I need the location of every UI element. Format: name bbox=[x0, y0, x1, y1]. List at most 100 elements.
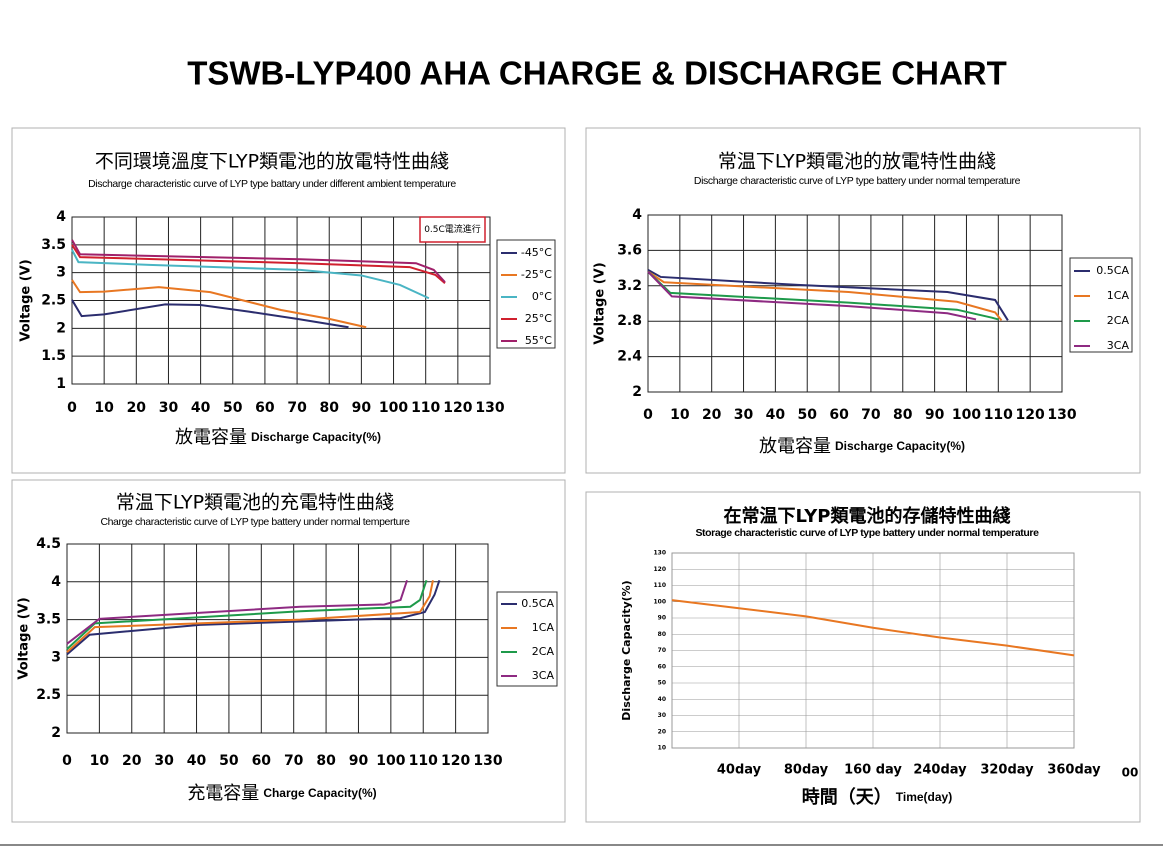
y-tick-label: 2 bbox=[56, 320, 66, 336]
x-axis-label: 放電容量 Discharge Capacity(%) bbox=[759, 436, 965, 457]
y-tick-label: 2 bbox=[51, 725, 61, 741]
x-tick-label: 10 bbox=[94, 400, 114, 416]
x-tick-label: 60 bbox=[829, 407, 849, 423]
y-axis-label: Voltage (V) bbox=[593, 262, 608, 344]
x-axis-label-en: Discharge Capacity(%) bbox=[835, 439, 965, 453]
y-tick-label: 4 bbox=[56, 209, 66, 225]
x-tick-label: 40 bbox=[187, 753, 207, 769]
x-tick-label: 120 bbox=[1016, 407, 1045, 423]
y-axis-label: Discharge Capacity(%) bbox=[620, 580, 633, 720]
x-axis-label-cn: 放電容量 bbox=[175, 427, 247, 448]
y-tick-label: 40 bbox=[658, 696, 666, 703]
y-tick-label: 4 bbox=[51, 574, 61, 590]
y-tick-label: 3.2 bbox=[617, 278, 642, 294]
y-tick-label: 4.5 bbox=[36, 536, 61, 552]
x-tick-label: 70 bbox=[284, 753, 304, 769]
y-tick-label: 3.5 bbox=[36, 612, 61, 628]
chart-title: 不同環境溫度下LYP類電池的放電特性曲綫 bbox=[95, 151, 449, 173]
x-tick-label: 20 bbox=[127, 400, 147, 416]
x-tick-label: 60 bbox=[255, 400, 275, 416]
y-tick-label: 10 bbox=[658, 745, 666, 752]
x-axis-label-en: Discharge Capacity(%) bbox=[251, 430, 381, 444]
x-tick-label: 160 day bbox=[844, 763, 902, 778]
annotation-box bbox=[419, 216, 486, 243]
y-tick-label: 3 bbox=[56, 265, 66, 281]
x-tick-label: 50 bbox=[797, 407, 817, 423]
y-tick-label: 3 bbox=[51, 649, 61, 665]
data-line bbox=[647, 270, 1003, 321]
y-tick-label: 110 bbox=[653, 582, 666, 589]
legend-label: 3CA bbox=[1107, 339, 1130, 352]
x-tick-label: 80day bbox=[784, 763, 829, 778]
x-tick-label: 80 bbox=[319, 400, 339, 416]
annotation: 0.5C電流進行 bbox=[424, 223, 481, 235]
x-tick-label: 130 bbox=[1047, 407, 1076, 423]
y-tick-label: 4 bbox=[632, 207, 642, 223]
data-line bbox=[647, 270, 977, 321]
x-tick-label: 50 bbox=[223, 400, 243, 416]
x-tick-label: 360day bbox=[1047, 763, 1101, 778]
legend-label: 3CA bbox=[532, 669, 555, 682]
x-axis-label-cn: 時間（天） bbox=[802, 787, 892, 808]
x-tick-label: 120 bbox=[441, 753, 470, 769]
chart-subtitle: Discharge characteristic curve of LYP ty… bbox=[694, 175, 1021, 187]
legend-label: -25°C bbox=[521, 268, 552, 281]
legend-label: 1CA bbox=[1107, 289, 1130, 302]
legend-label: 0.5CA bbox=[521, 597, 554, 610]
x-tick-label: 40day bbox=[717, 763, 762, 778]
x-tick-label: 130 bbox=[473, 753, 502, 769]
chart-subtitle: Discharge characteristic curve of LYP ty… bbox=[88, 178, 456, 190]
x-tick-label: 110 bbox=[409, 753, 438, 769]
y-tick-label: 50 bbox=[658, 680, 666, 687]
x-axis-label-cn: 放電容量 bbox=[759, 436, 831, 457]
x-axis-label: 充電容量 Charge Capacity(%) bbox=[187, 783, 376, 804]
y-tick-label: 3.5 bbox=[41, 237, 66, 253]
plot-area bbox=[66, 543, 489, 734]
page-title: TSWB-LYP400 AHA CHARGE & DISCHARGE CHART bbox=[187, 55, 1007, 92]
data-line bbox=[647, 268, 1009, 321]
y-tick-label: 120 bbox=[653, 566, 666, 573]
x-tick-label: 100 bbox=[379, 400, 408, 416]
x-tick-label: 50 bbox=[219, 753, 239, 769]
x-tick-label: 10 bbox=[90, 753, 110, 769]
y-tick-label: 60 bbox=[658, 663, 666, 670]
x-tick-label: 100 bbox=[952, 407, 981, 423]
legend-label: 0°C bbox=[532, 290, 552, 303]
annotation: 00 bbox=[1122, 766, 1139, 780]
y-axis-label: Voltage (V) bbox=[19, 259, 34, 341]
x-tick-label: 20 bbox=[702, 407, 722, 423]
x-tick-label: 130 bbox=[475, 400, 504, 416]
x-tick-label: 80 bbox=[316, 753, 336, 769]
x-tick-label: 60 bbox=[252, 753, 272, 769]
x-tick-label: 110 bbox=[984, 407, 1013, 423]
x-tick-label: 0 bbox=[67, 400, 77, 416]
x-axis-label: 放電容量 Discharge Capacity(%) bbox=[175, 427, 381, 448]
y-tick-label: 30 bbox=[658, 712, 666, 719]
x-tick-label: 70 bbox=[861, 407, 881, 423]
data-line bbox=[71, 249, 430, 300]
chart-subtitle: Storage characteristic curve of LYP type… bbox=[695, 527, 1039, 539]
data-line bbox=[71, 279, 367, 329]
x-tick-label: 40 bbox=[766, 407, 786, 423]
chart-title: 常温下LYP類電池的放電特性曲綫 bbox=[718, 151, 996, 173]
x-tick-label: 110 bbox=[411, 400, 440, 416]
x-tick-label: 30 bbox=[734, 407, 754, 423]
data-line bbox=[71, 244, 446, 284]
y-tick-label: 130 bbox=[653, 550, 666, 557]
legend-label: 1CA bbox=[532, 621, 555, 634]
x-axis-label: 時間（天） Time(day) bbox=[802, 787, 952, 808]
y-tick-label: 2.5 bbox=[36, 687, 61, 703]
y-tick-label: 1 bbox=[56, 376, 66, 392]
legend-label: -45°C bbox=[521, 246, 552, 259]
x-tick-label: 120 bbox=[443, 400, 472, 416]
x-tick-label: 30 bbox=[159, 400, 179, 416]
x-tick-label: 320day bbox=[980, 763, 1034, 778]
data-line bbox=[66, 579, 441, 656]
y-tick-label: 80 bbox=[658, 631, 666, 638]
x-tick-label: 10 bbox=[670, 407, 690, 423]
y-tick-label: 70 bbox=[658, 647, 666, 654]
y-tick-label: 2.5 bbox=[41, 293, 66, 309]
x-tick-label: 30 bbox=[154, 753, 174, 769]
data-line bbox=[647, 270, 999, 321]
